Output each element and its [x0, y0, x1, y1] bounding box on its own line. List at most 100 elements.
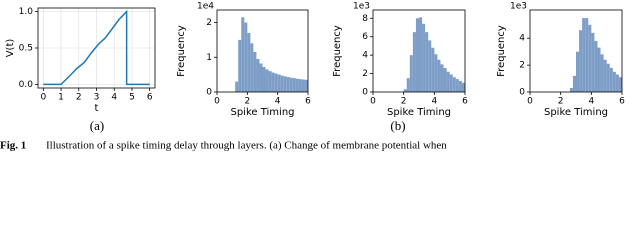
bar — [415, 18, 419, 92]
bar — [283, 76, 287, 92]
subcaption: (a) — [90, 118, 104, 133]
bar — [428, 40, 432, 92]
bar — [443, 68, 447, 92]
page: (a) (b) Fig. 1 Illustration of a spike t… — [0, 1, 626, 152]
bar — [449, 74, 453, 92]
x-tick-label: 0 — [370, 97, 376, 107]
x-tick-label: 3 — [94, 93, 100, 103]
bar — [440, 64, 444, 92]
bar — [597, 47, 601, 92]
x-tick-label: 2 — [76, 93, 82, 103]
bar — [295, 78, 299, 92]
y-tick-label: 0 — [362, 88, 368, 98]
bar — [446, 71, 450, 92]
x-axis-label: t — [95, 103, 99, 114]
x-tick-label: 6 — [462, 97, 468, 107]
bar — [403, 89, 407, 92]
bar — [588, 24, 592, 93]
x-tick-label: 4 — [588, 97, 594, 107]
x-tick-label: 4 — [275, 97, 281, 107]
bar — [461, 82, 465, 92]
x-tick-label: 0 — [40, 93, 46, 103]
y-axis-label: V(t) — [5, 39, 16, 58]
bar — [600, 54, 604, 92]
bar — [582, 18, 586, 92]
bar — [609, 67, 613, 92]
y-tick-label: 0 — [519, 88, 525, 98]
y-tick-label: 4 — [519, 34, 525, 44]
bar — [241, 17, 245, 93]
bar — [247, 32, 251, 92]
bar — [612, 71, 616, 92]
bar — [277, 74, 281, 92]
bar — [585, 18, 589, 92]
y-tick-label: 1 — [206, 53, 212, 63]
bar — [253, 52, 257, 92]
bar — [244, 22, 248, 92]
plot-frame — [372, 9, 466, 93]
x-tick-label: 6 — [147, 93, 153, 103]
x-tick-label: 1 — [58, 93, 64, 103]
bar — [422, 23, 426, 93]
bar — [409, 55, 413, 92]
bar — [289, 77, 293, 92]
x-tick-label: 4 — [431, 97, 437, 107]
bar — [235, 81, 239, 92]
caption-label: Fig. 1 — [0, 140, 26, 152]
bar — [458, 80, 462, 92]
y-axis-label: Frequency — [496, 25, 507, 77]
bar — [256, 58, 260, 92]
x-tick-label: 2 — [558, 97, 564, 107]
bar — [268, 71, 272, 92]
bar — [615, 74, 619, 92]
bar — [406, 78, 410, 92]
x-axis-label: Spike Timing — [544, 107, 608, 118]
y-tick-label: 2 — [206, 18, 212, 28]
bar — [301, 79, 305, 92]
plot-frame — [529, 9, 623, 93]
y-tick-label: 2 — [519, 61, 525, 71]
y-tick-label: 4 — [362, 51, 368, 61]
bar — [455, 79, 459, 92]
bar — [434, 54, 438, 92]
bar — [286, 77, 290, 92]
plot-frame — [216, 9, 309, 93]
bar — [594, 40, 598, 92]
bar — [431, 47, 435, 92]
bar — [262, 66, 266, 92]
x-tick-label: 6 — [619, 97, 625, 107]
y-axis-label: Frequency — [176, 25, 187, 77]
bar — [603, 59, 607, 92]
bar — [238, 39, 242, 92]
x-tick-label: 2 — [401, 97, 407, 107]
caption-text: Illustration of a spike timing delay thr… — [46, 140, 447, 152]
bar — [437, 59, 441, 92]
bar — [274, 73, 278, 92]
x-axis-label: Spike Timing — [230, 107, 294, 118]
bar — [304, 79, 308, 92]
figure: (a) (b) Fig. 1 Illustration of a spike t… — [0, 2, 625, 152]
bar — [412, 32, 416, 92]
bar — [259, 63, 263, 92]
y-tick-label: 0.0 — [19, 80, 34, 90]
x-tick-label: 2 — [244, 97, 250, 107]
bar — [298, 79, 302, 92]
x-tick-label: 0 — [214, 97, 220, 107]
x-tick-label: 6 — [305, 97, 311, 107]
x-tick-label: 0 — [527, 97, 533, 107]
bar — [572, 75, 576, 92]
bar — [250, 43, 254, 92]
subcaption: (b) — [390, 118, 405, 133]
bar — [569, 87, 573, 92]
bar — [618, 77, 622, 92]
bar — [425, 32, 429, 92]
x-axis-label: Spike Timing — [387, 107, 451, 118]
x-tick-label: 4 — [111, 93, 117, 103]
bar — [576, 51, 580, 92]
bar — [591, 32, 595, 92]
bar — [579, 30, 583, 93]
y-tick-label: 2 — [362, 69, 368, 79]
bar — [292, 78, 296, 92]
y-tick-label: 6 — [362, 32, 368, 42]
bar — [280, 75, 284, 92]
